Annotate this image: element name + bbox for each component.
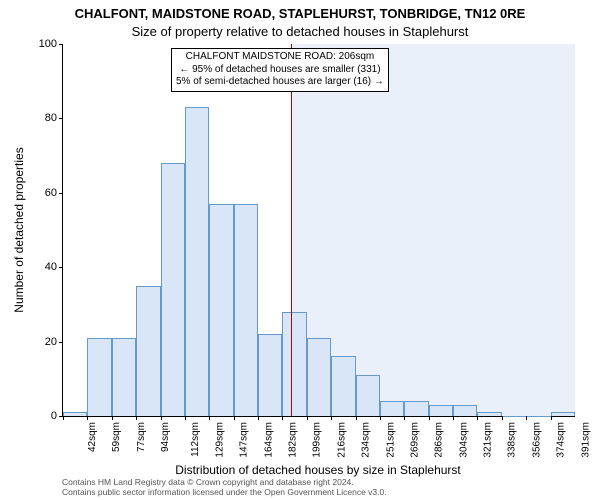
histogram-bar (112, 338, 136, 416)
chart-title-line2: Size of property relative to detached ho… (0, 24, 600, 39)
histogram-bar (161, 163, 185, 416)
x-tick-mark (282, 416, 283, 420)
histogram-bar (307, 338, 331, 416)
y-tick-mark (59, 44, 63, 45)
histogram-bar (404, 401, 428, 416)
y-tick-mark (59, 267, 63, 268)
histogram-bar (136, 286, 160, 416)
x-tick-label: 251sqm (385, 422, 396, 458)
histogram-bar (331, 356, 355, 416)
x-tick-mark (380, 416, 381, 420)
histogram-bar (258, 334, 282, 416)
x-tick-label: 112sqm (189, 422, 200, 457)
histogram-bar (356, 375, 380, 416)
y-tick-mark (59, 118, 63, 119)
footer-attribution: Contains HM Land Registry data © Crown c… (62, 478, 582, 498)
x-tick-label: 199sqm (312, 422, 323, 458)
x-tick-mark (234, 416, 235, 420)
x-tick-mark (136, 416, 137, 420)
histogram-bar (234, 204, 258, 416)
x-tick-label: 77sqm (136, 422, 147, 452)
x-tick-mark (307, 416, 308, 420)
x-tick-mark (477, 416, 478, 420)
x-tick-mark (161, 416, 162, 420)
y-tick-mark (59, 342, 63, 343)
x-tick-label: 216sqm (336, 422, 347, 458)
x-tick-mark (526, 416, 527, 420)
histogram-bar (453, 405, 477, 416)
x-tick-mark (331, 416, 332, 420)
chart-title-line1: CHALFONT, MAIDSTONE ROAD, STAPLEHURST, T… (0, 6, 600, 21)
histogram-bar (551, 412, 575, 416)
y-tick-mark (59, 193, 63, 194)
x-tick-label: 182sqm (288, 422, 299, 458)
x-tick-mark (453, 416, 454, 420)
x-tick-label: 42sqm (87, 422, 98, 452)
x-tick-mark (429, 416, 430, 420)
x-axis-label: Distribution of detached houses by size … (62, 463, 574, 477)
histogram-bar (185, 107, 209, 416)
y-axis-label: Number of detached properties (12, 44, 26, 416)
histogram-bar (477, 412, 501, 416)
x-tick-mark (112, 416, 113, 420)
x-tick-mark (209, 416, 210, 420)
x-tick-mark (404, 416, 405, 420)
x-tick-label: 286sqm (434, 422, 445, 458)
x-tick-mark (185, 416, 186, 420)
x-tick-label: 391sqm (580, 422, 591, 458)
annotation-box: CHALFONT MAIDSTONE ROAD: 206sqm← 95% of … (171, 48, 389, 92)
x-tick-mark (63, 416, 64, 420)
histogram-bar (209, 204, 233, 416)
x-tick-label: 356sqm (531, 422, 542, 458)
histogram-bar (429, 405, 453, 416)
x-tick-label: 234sqm (361, 422, 372, 458)
x-tick-mark (551, 416, 552, 420)
x-tick-label: 321sqm (483, 422, 494, 458)
histogram-bar (63, 412, 87, 416)
plot-area: 02040608010042sqm59sqm77sqm94sqm112sqm12… (62, 44, 575, 417)
x-tick-mark (258, 416, 259, 420)
x-tick-label: 164sqm (263, 422, 274, 458)
x-tick-mark (356, 416, 357, 420)
x-tick-mark (87, 416, 88, 420)
x-tick-label: 129sqm (214, 422, 225, 458)
histogram-bar (87, 338, 111, 416)
annotation-line3: 5% of semi-detached houses are larger (1… (176, 76, 384, 89)
x-tick-label: 269sqm (410, 422, 421, 458)
x-tick-mark (502, 416, 503, 420)
x-tick-label: 338sqm (507, 422, 518, 458)
histogram-bar (380, 401, 404, 416)
reference-line (291, 44, 292, 416)
x-tick-label: 304sqm (458, 422, 469, 458)
annotation-line1: CHALFONT MAIDSTONE ROAD: 206sqm (176, 51, 384, 64)
chart-container: CHALFONT, MAIDSTONE ROAD, STAPLEHURST, T… (0, 0, 600, 500)
annotation-line2: ← 95% of detached houses are smaller (33… (176, 64, 384, 77)
x-tick-label: 374sqm (556, 422, 567, 458)
footer-line2: Contains public sector information licen… (62, 488, 582, 498)
x-tick-label: 147sqm (239, 422, 250, 458)
histogram-bar (282, 312, 306, 416)
x-tick-label: 59sqm (111, 422, 122, 452)
x-tick-label: 94sqm (160, 422, 171, 452)
